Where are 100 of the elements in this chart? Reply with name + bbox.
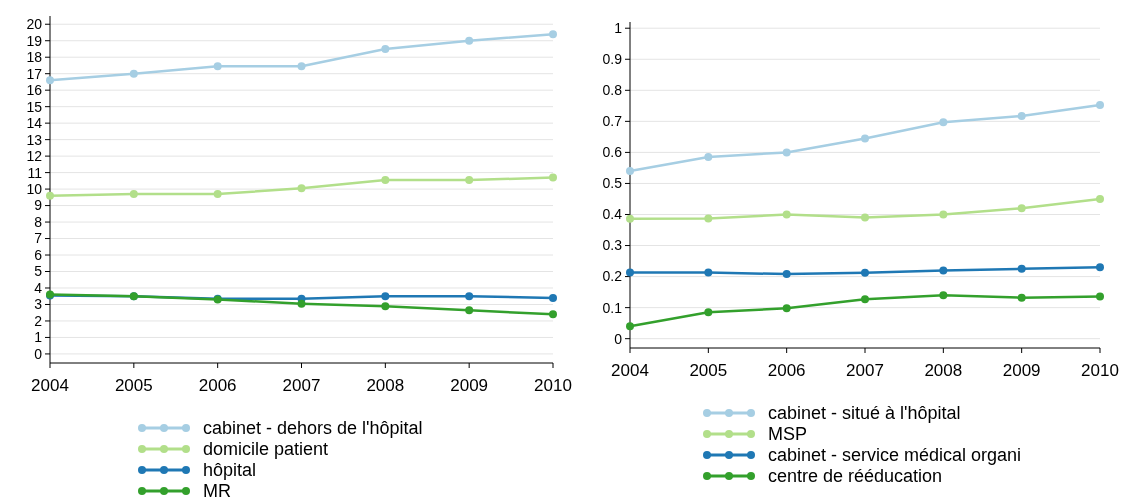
y-tick-label: 0.8	[602, 82, 623, 99]
point	[1096, 292, 1104, 301]
y-tick-label: 0.9	[602, 51, 623, 68]
point	[549, 30, 557, 39]
point	[213, 62, 222, 71]
point	[861, 213, 869, 222]
x-tick-label: 2005	[689, 361, 728, 380]
point	[782, 270, 791, 279]
point	[129, 69, 138, 78]
legend-label: hôpital	[203, 460, 257, 481]
y-tick-label: 6	[34, 246, 43, 263]
legend-label: cabinet - dehors de l'hôpital	[203, 418, 423, 439]
point	[465, 36, 474, 45]
point	[381, 44, 390, 53]
point	[549, 310, 557, 319]
y-tick-label: 0.2	[602, 268, 623, 285]
point	[861, 268, 869, 277]
y-tick-label: 3	[34, 296, 43, 313]
point	[213, 190, 222, 199]
y-tick-label: 11	[27, 164, 43, 181]
y-tick-label: 8	[34, 213, 43, 230]
legend-label: MSP	[768, 424, 808, 445]
x-tick-label: 2007	[846, 361, 884, 380]
y-tick-label: 1	[614, 20, 623, 37]
point	[297, 62, 306, 71]
x-tick-label: 2009	[450, 376, 489, 395]
y-tick-label: 7	[34, 230, 43, 247]
point	[1096, 194, 1104, 203]
y-tick-label: 14	[26, 115, 43, 132]
y-tick-label: 0	[34, 345, 43, 362]
point	[861, 295, 869, 304]
y-tick-label: 2	[34, 312, 43, 329]
x-tick-label: 2010	[534, 376, 572, 395]
point	[465, 176, 474, 185]
point	[861, 134, 869, 143]
y-tick-label: 12	[26, 148, 43, 165]
legend-label: centre de rééducation	[768, 466, 943, 487]
y-tick-label: 19	[26, 32, 43, 49]
x-tick-label: 2007	[282, 376, 321, 395]
legend-label: cabinet - situé à l'hôpital	[768, 403, 961, 424]
y-tick-label: 5	[34, 263, 43, 280]
point	[46, 191, 54, 200]
point	[465, 292, 474, 301]
y-tick-label: 16	[26, 82, 43, 99]
point	[1096, 100, 1104, 109]
y-tick-label: 0.7	[602, 113, 623, 130]
x-tick-label: 2006	[198, 376, 237, 395]
point	[939, 118, 948, 127]
legend-label: domicile patient	[203, 439, 329, 460]
x-tick-label: 2005	[114, 376, 153, 395]
y-tick-label: 0.1	[602, 299, 623, 316]
y-tick-label: 0	[614, 330, 623, 347]
point	[626, 214, 634, 223]
point	[626, 167, 634, 176]
x-tick-label: 2006	[767, 361, 806, 380]
point	[1017, 293, 1026, 302]
point	[626, 322, 634, 331]
point	[704, 308, 713, 317]
y-tick-label: 17	[26, 65, 43, 82]
x-tick-label: 2008	[924, 361, 963, 380]
point	[297, 299, 306, 308]
y-tick-label: 0.3	[602, 237, 623, 254]
y-tick-label: 1	[34, 329, 43, 346]
legend-label: cabinet - service médical organi	[768, 445, 1022, 466]
point	[129, 190, 138, 199]
point	[549, 293, 557, 302]
point	[465, 306, 474, 315]
point	[704, 214, 713, 223]
x-tick-label: 2009	[1002, 361, 1041, 380]
y-tick-label: 18	[26, 49, 43, 66]
point	[381, 292, 390, 301]
point	[297, 184, 306, 193]
y-tick-label: 0.5	[602, 175, 623, 192]
point	[1096, 263, 1104, 272]
point	[1017, 112, 1026, 121]
point	[46, 76, 54, 85]
point	[704, 268, 713, 277]
point	[381, 302, 390, 311]
x-tick-label: 2008	[366, 376, 405, 395]
x-tick-label: 2004	[31, 376, 69, 395]
y-tick-label: 0.4	[602, 206, 623, 223]
legend-label: MR	[203, 481, 231, 502]
point	[381, 176, 390, 185]
y-tick-label: 4	[34, 279, 43, 296]
y-tick-label: 10	[26, 180, 43, 197]
point	[626, 268, 634, 277]
point	[939, 291, 948, 300]
point	[939, 210, 948, 219]
x-tick-label: 2010	[1081, 361, 1119, 380]
point	[782, 304, 791, 313]
y-tick-label: 15	[26, 98, 43, 115]
point	[549, 173, 557, 182]
point	[1017, 264, 1026, 273]
y-tick-label: 20	[26, 16, 43, 33]
y-tick-label: 9	[34, 197, 43, 214]
y-tick-label: 13	[26, 131, 43, 148]
point	[704, 153, 713, 162]
point	[1017, 204, 1026, 213]
x-tick-label: 2004	[611, 361, 649, 380]
y-tick-label: 0.6	[602, 144, 623, 161]
